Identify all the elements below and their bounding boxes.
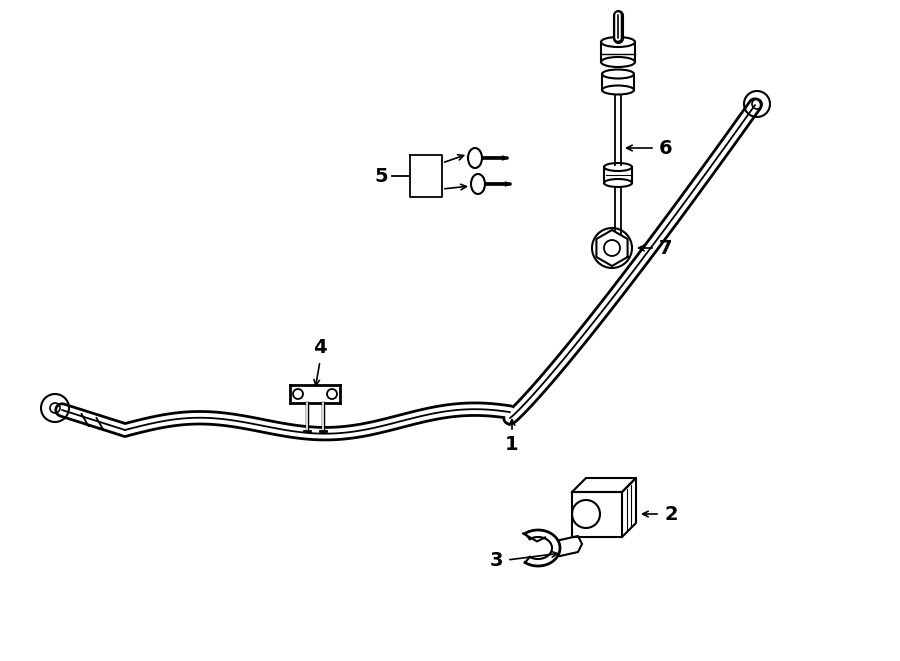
Polygon shape bbox=[572, 492, 622, 537]
Text: 3: 3 bbox=[490, 551, 503, 570]
Text: 2: 2 bbox=[664, 504, 678, 524]
Polygon shape bbox=[597, 230, 627, 266]
Text: 4: 4 bbox=[313, 338, 327, 357]
Text: 6: 6 bbox=[659, 139, 672, 157]
Text: 7: 7 bbox=[659, 239, 672, 258]
Text: 1: 1 bbox=[505, 435, 518, 454]
Text: 5: 5 bbox=[374, 167, 388, 186]
Polygon shape bbox=[622, 478, 636, 537]
Polygon shape bbox=[572, 478, 636, 492]
